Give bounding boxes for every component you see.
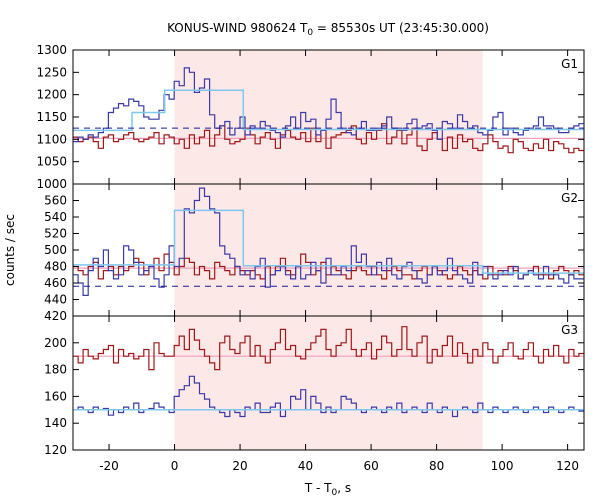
- panel-g1: 1000 1050 1100 1150 1200 1250 1300 G1: [36, 43, 585, 191]
- chart-title-subscript: 0: [307, 28, 313, 38]
- y-tick-label: 1250: [36, 65, 67, 79]
- y-tick-label: 180: [44, 363, 67, 377]
- y-tick-label: 420: [44, 309, 67, 323]
- x-tick-labels: -20 0 20 40 60 80 100 120: [99, 459, 579, 473]
- y-tick-label: 160: [44, 389, 67, 403]
- x-tick-label: 0: [171, 459, 179, 473]
- x-tick-label: 120: [556, 459, 579, 473]
- y-tick-label: 140: [44, 416, 67, 430]
- x-tick-label: -20: [99, 459, 119, 473]
- y-tick-label: 480: [44, 260, 67, 274]
- blue-series-g2: [73, 187, 584, 296]
- panels-group: 1000105011001150120012501300G14204404604…: [36, 43, 585, 457]
- blue-series-g1: [73, 67, 584, 143]
- panel-label: G2: [561, 191, 578, 205]
- y-tick-label: 560: [44, 194, 67, 208]
- y-tick-label: 1150: [36, 110, 67, 124]
- y-axis-label: counts / sec: [3, 214, 17, 286]
- x-tick-label: 80: [429, 459, 444, 473]
- y-tick-label: 1200: [36, 88, 67, 102]
- shaded-interval: [174, 50, 483, 184]
- shaded-interval: [174, 184, 483, 316]
- x-tick-label: 60: [363, 459, 378, 473]
- y-tick-label: 1000: [36, 177, 67, 191]
- shaded-interval: [174, 316, 483, 450]
- panel-g3: 120 140 160 180 200 G3: [44, 315, 585, 457]
- panel-g2: 420 440 460 480 500 520 540 560 G2: [44, 183, 585, 323]
- blue-series-g3: [73, 375, 584, 418]
- red-series-g3: [73, 326, 584, 371]
- x-tick-label: 100: [491, 459, 514, 473]
- y-tick-label: 460: [44, 276, 67, 290]
- y-tick-label: 120: [44, 443, 67, 457]
- x-tick-label: 20: [232, 459, 247, 473]
- panel-label: G3: [561, 323, 578, 337]
- chart-title: KONUS-WIND 980624 T0 = 85530s UT (23:45:…: [167, 21, 489, 38]
- red-series-g1: [73, 123, 584, 154]
- y-tick-label: 1300: [36, 43, 67, 57]
- y-tick-label: 1100: [36, 132, 67, 146]
- y-tick-label: 440: [44, 293, 67, 307]
- x-tick-label: 40: [298, 459, 313, 473]
- x-axis-label: T - T0, s: [304, 481, 351, 498]
- x-axis-label-subscript: 0: [332, 488, 338, 498]
- panel-label: G1: [561, 57, 578, 71]
- y-tick-label: 540: [44, 210, 67, 224]
- y-tick-label: 1050: [36, 155, 67, 169]
- y-tick-label: 500: [44, 243, 67, 257]
- cyan-fit-g1: [73, 89, 584, 132]
- y-tick-label: 520: [44, 227, 67, 241]
- cyan-fit-g2: [73, 209, 584, 274]
- panel-frame: [72, 315, 585, 451]
- y-tick-label: 200: [44, 336, 67, 350]
